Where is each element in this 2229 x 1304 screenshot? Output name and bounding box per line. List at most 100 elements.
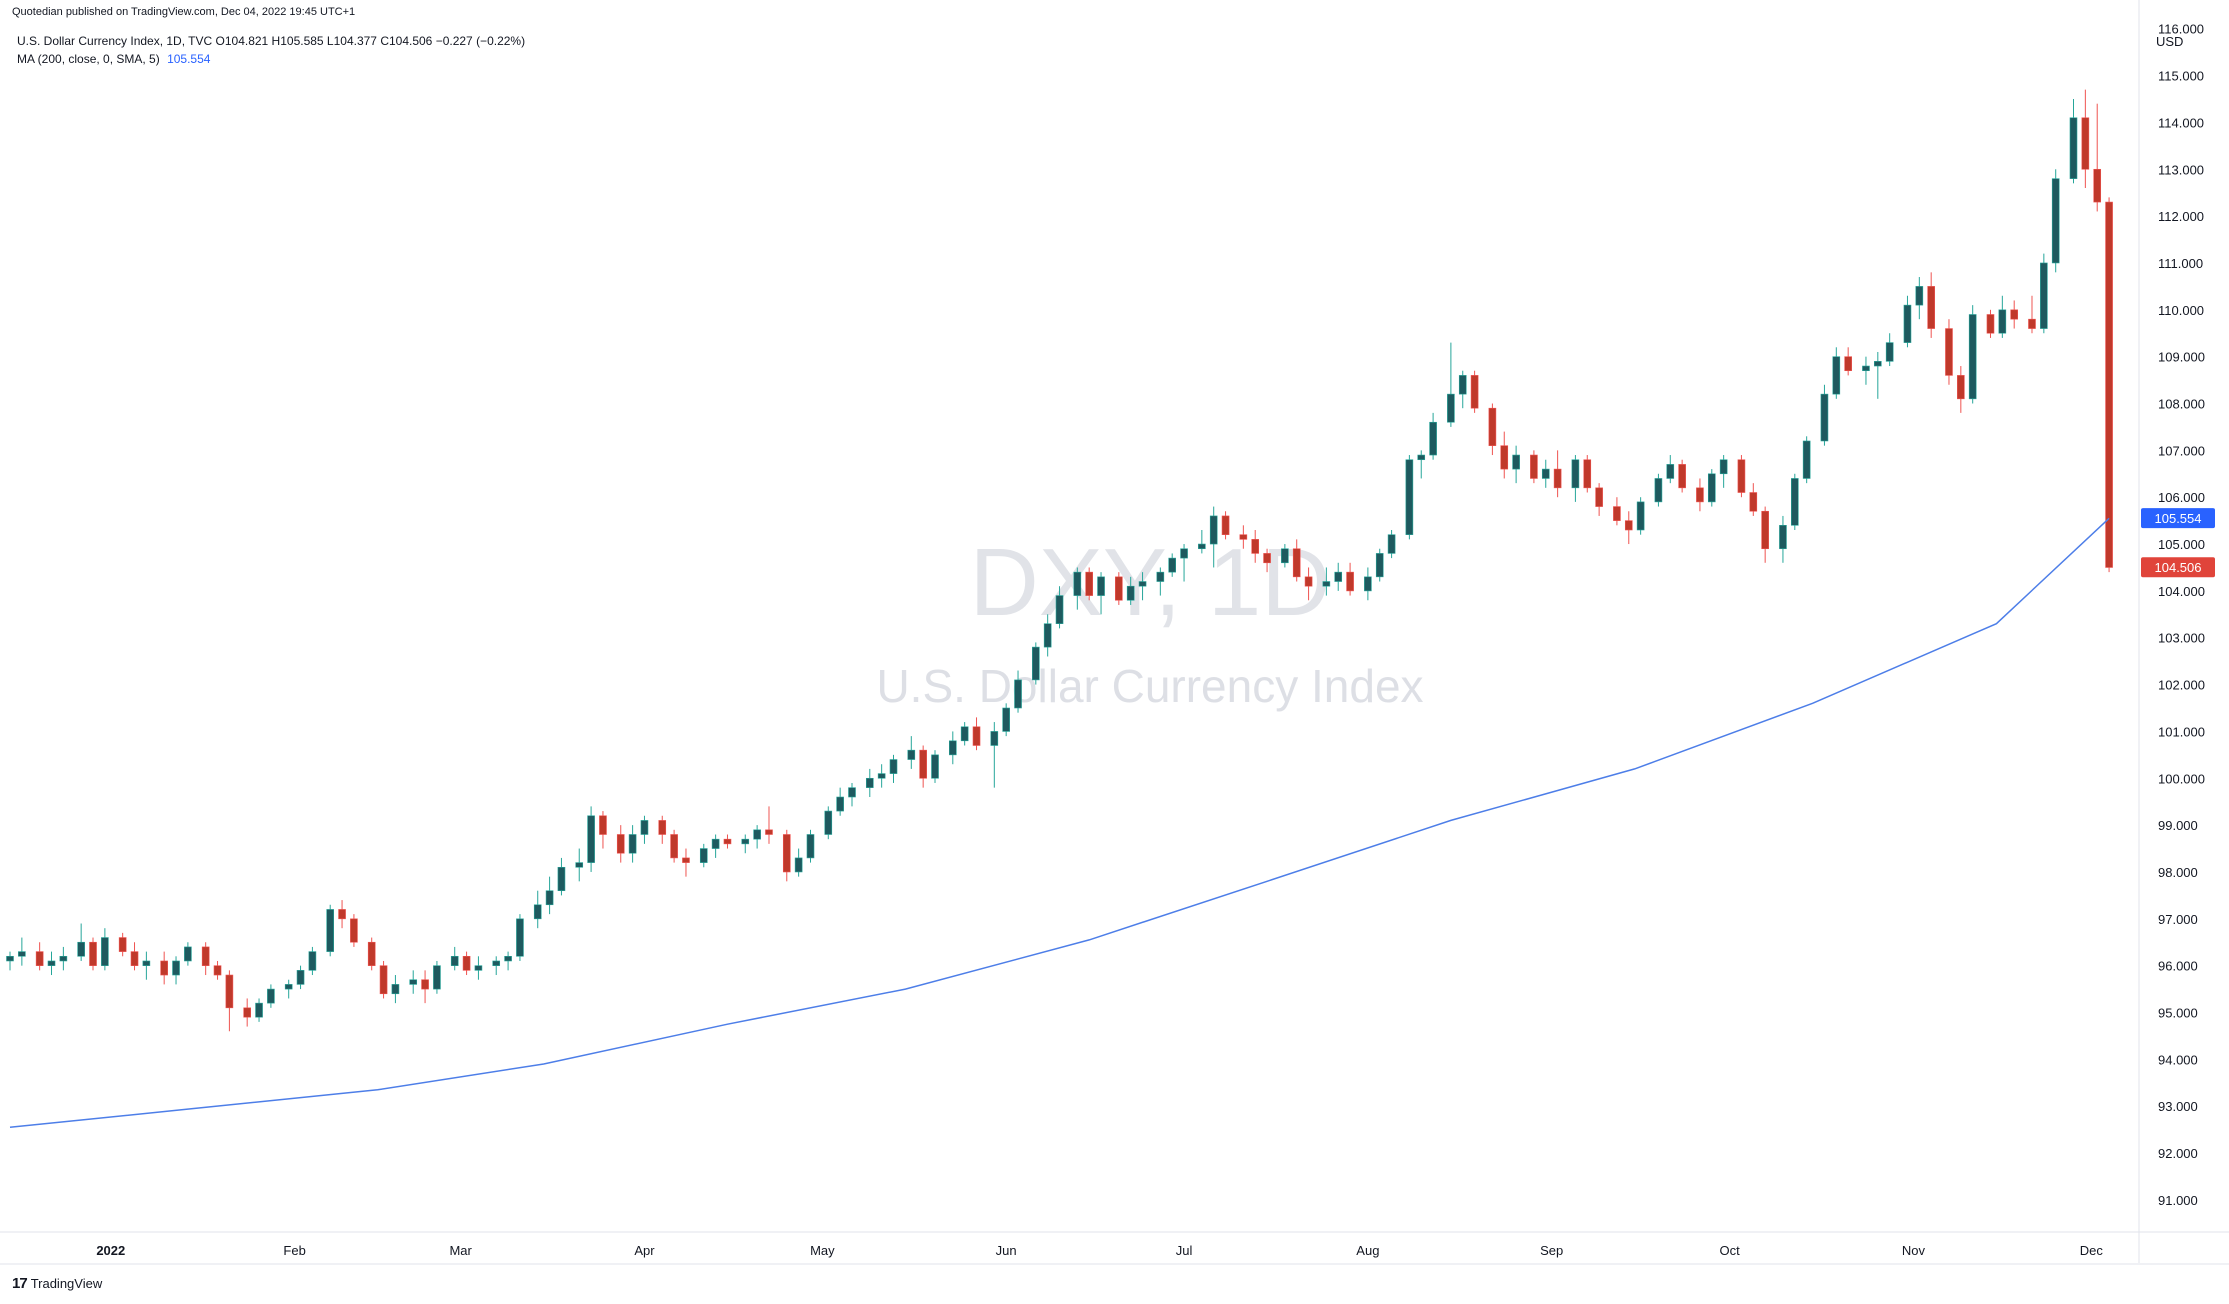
y-tick-label: 103.000 [2158,631,2205,646]
candle-body [1737,459,1746,493]
ma-legend-value: 105.554 [167,52,211,66]
candle [1180,544,1188,582]
watermark: DXY, 1D U.S. Dollar Currency Index [876,529,1423,712]
candle [919,745,927,788]
candle [1927,272,1935,338]
plot-area[interactable] [6,89,2113,1032]
candle [243,998,251,1027]
candle [533,890,542,929]
candle [1571,455,1580,502]
candle-body [350,918,358,943]
candle-body [2069,117,2078,179]
candle-body [972,726,981,746]
candle [1304,567,1313,601]
candle-body [89,941,97,966]
ma-legend[interactable]: MA (200, close, 0, SMA, 5) 105.554 [17,52,210,66]
candle-body [1761,510,1769,550]
candle [367,937,376,971]
tradingview-logo[interactable]: 17 TradingView [12,1275,102,1292]
candle [723,834,732,849]
candle [2040,253,2048,334]
candle-body [243,1007,251,1018]
candle-body [1032,646,1040,681]
ma-line-group [9,517,2110,1129]
candle [1043,614,1052,657]
candle-body [2051,178,2060,264]
candle [1168,553,1176,577]
candle-body [2105,201,2113,568]
candle [296,965,305,990]
price-axis[interactable]: 91.000 92.000 93.000 94.000 95.000 96.000 97.0… [2158,22,2205,1208]
candle [1032,642,1040,685]
y-tick-label: 101.000 [2158,724,2205,739]
candle [1375,548,1384,582]
candle-body [587,815,595,863]
candle-body [865,777,874,788]
candle-body [1624,520,1633,531]
candle-body [794,857,803,873]
candle [1263,548,1271,573]
candle-body [101,937,109,966]
candle-body [2028,318,2036,329]
candle [504,951,512,971]
y-tick-label: 106.000 [2158,490,2205,505]
candle-body [1791,478,1799,526]
candle [1512,445,1520,484]
candle-body [1844,356,1852,372]
candle-body [699,848,708,863]
candle [1470,370,1479,413]
tradingview-logo-text: TradingView [30,1276,103,1291]
candle [1209,506,1218,568]
candle-body [1447,393,1455,423]
candle-body [2010,309,2018,320]
y-tick-label: 100.000 [2158,771,2205,786]
candle-body [1115,576,1123,601]
candle [350,914,358,947]
candle-body [421,979,429,990]
candle [1334,562,1343,591]
candle-body [1553,468,1562,489]
candle-body [160,960,168,976]
candle [516,914,524,961]
candle [1097,572,1105,615]
ma-price-badge: 105.554 [2141,508,2215,529]
x-tick-label: Jun [996,1243,1017,1258]
candle [1002,703,1010,737]
candle [2093,103,2102,212]
candle [1802,436,1811,484]
candle [1749,483,1758,516]
ma-price-badge-text: 105.554 [2155,511,2202,526]
candle-body [1085,571,1093,596]
candle [1968,305,1977,404]
candle [711,834,720,858]
candle-body [1263,553,1271,564]
x-tick-label: Apr [634,1243,655,1258]
candle [1251,529,1260,563]
candle-body [1874,361,1882,367]
candle [670,829,678,863]
candle [794,848,803,877]
candle-body [1832,356,1841,395]
candle [960,722,969,746]
candle-body [782,834,791,873]
candle [599,811,607,849]
candle [1791,473,1799,530]
candle-body [1885,342,1894,362]
candle [753,825,761,849]
candle-body [1043,623,1052,648]
candle [130,942,139,971]
candle-body [1779,525,1787,550]
candle-body [1180,548,1188,559]
candle-body [1281,548,1289,564]
candle-body [433,965,441,990]
candle [409,970,418,994]
candle [1281,544,1289,568]
candle-body [18,951,26,957]
candle-body [1595,487,1603,507]
y-tick-label: 99.000 [2158,818,2198,833]
y-tick-label: 110.000 [2158,303,2204,318]
candle [59,946,68,971]
candle-body [824,810,833,835]
time-axis[interactable]: 2022 Feb Mar Apr May Jun Jul Aug Sep Oct Nov Dec [96,1243,2103,1258]
